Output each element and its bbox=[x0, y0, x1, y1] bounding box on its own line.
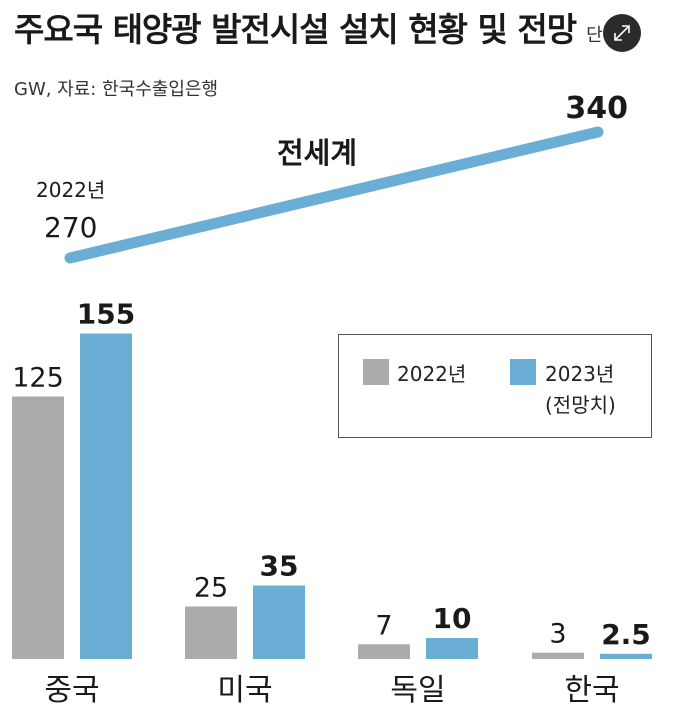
world-trend-line bbox=[64, 126, 604, 264]
world-value-2023: 340 bbox=[565, 91, 628, 126]
legend-label-2023: 2023년 bbox=[545, 362, 615, 386]
world-value-2022: 270 bbox=[44, 211, 97, 244]
legend-label-estimate: (전망치) bbox=[545, 393, 616, 417]
expand-button[interactable] bbox=[603, 14, 641, 52]
bar-label-독일-2023: 10 bbox=[433, 602, 472, 635]
legend-swatch-2022 bbox=[363, 359, 389, 385]
category-label-중국: 중국 bbox=[44, 673, 99, 708]
bar-label-한국-2023: 2.5 bbox=[601, 618, 651, 651]
bar-중국-2022 bbox=[12, 396, 64, 659]
legend: 2022년 2023년 (전망치) bbox=[338, 334, 652, 438]
bar-독일-2022 bbox=[358, 644, 410, 659]
bar-label-중국-2022: 125 bbox=[12, 363, 64, 394]
bar-한국-2022 bbox=[532, 652, 584, 659]
bar-미국-2022 bbox=[185, 606, 237, 659]
chart-title: 주요국 태양광 발전시설 설치 현황 및 전망단위: GW, 자료: 한국수출입… bbox=[14, 6, 634, 114]
category-label-한국: 한국 bbox=[564, 673, 619, 708]
world-start-caption: 2022년 bbox=[36, 178, 105, 202]
legend-swatch-2023 bbox=[510, 359, 536, 385]
category-label-미국: 미국 bbox=[217, 673, 272, 708]
bar-label-중국-2023: 155 bbox=[77, 298, 135, 331]
bar-label-독일-2022: 7 bbox=[375, 610, 392, 641]
bar-한국-2023 bbox=[600, 653, 652, 659]
bar-독일-2023 bbox=[426, 638, 478, 659]
bar-미국-2023 bbox=[253, 585, 305, 659]
title-text: 주요국 태양광 발전시설 설치 현황 및 전망 bbox=[14, 10, 577, 49]
bar-label-미국-2022: 25 bbox=[194, 573, 228, 604]
bar-중국-2023 bbox=[80, 333, 132, 659]
world-label: 전세계 bbox=[277, 136, 357, 170]
bar-label-미국-2023: 35 bbox=[260, 550, 299, 583]
legend-label-2022: 2022년 bbox=[397, 362, 467, 386]
bar-label-한국-2022: 3 bbox=[549, 619, 566, 650]
category-label-독일: 독일 bbox=[390, 673, 445, 708]
expand-icon bbox=[614, 25, 630, 41]
